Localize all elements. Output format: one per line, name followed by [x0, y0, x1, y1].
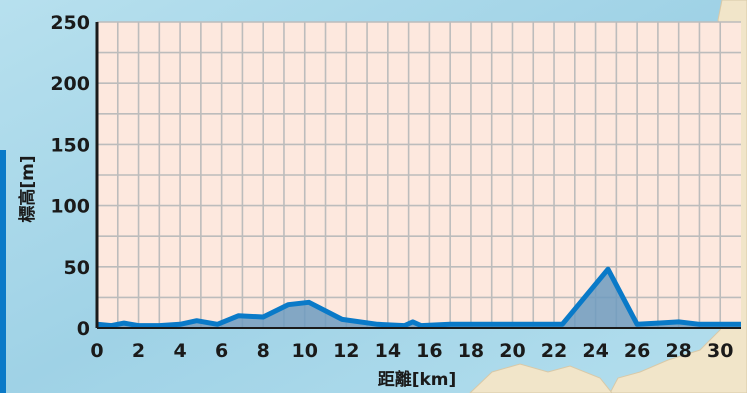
x-tick-label: 22 [541, 340, 567, 362]
y-tick-label: 150 [50, 134, 90, 156]
y-tick-labels: 0 50 100 150 200 250 [50, 12, 90, 340]
y-tick-label: 250 [50, 12, 90, 34]
x-tick-label: 8 [257, 340, 270, 362]
elevation-line [96, 266, 741, 329]
left-edge-strip [0, 150, 6, 393]
y-tick-label: 0 [77, 318, 90, 340]
x-tick-label: 14 [375, 340, 401, 362]
x-tick-label: 20 [499, 340, 525, 362]
land-area-south [469, 363, 613, 393]
x-tick-label: 18 [458, 340, 484, 362]
elevation-area [97, 269, 741, 328]
x-tick-label: 0 [90, 340, 103, 362]
x-tick-label: 30 [707, 340, 733, 362]
x-tick-label: 24 [582, 340, 608, 362]
y-axis-title: 標高[m] [17, 155, 38, 222]
grid-lines [97, 21, 741, 328]
x-tick-label: 16 [416, 340, 442, 362]
y-tick-label: 100 [50, 196, 90, 218]
x-tick-labels: 0 2 4 6 8 10 12 14 16 18 20 22 24 26 28 30 [90, 340, 733, 362]
y-tick-label: 50 [64, 257, 90, 279]
x-tick-label: 10 [292, 340, 318, 362]
x-tick-label: 2 [132, 340, 145, 362]
x-axis-title: 距離[km] [378, 369, 457, 390]
y-tick-label: 200 [50, 73, 90, 95]
x-tick-label: 28 [665, 340, 691, 362]
x-tick-label: 4 [173, 340, 186, 362]
x-tick-label: 6 [215, 340, 228, 362]
x-tick-label: 12 [333, 340, 359, 362]
x-tick-label: 26 [624, 340, 650, 362]
